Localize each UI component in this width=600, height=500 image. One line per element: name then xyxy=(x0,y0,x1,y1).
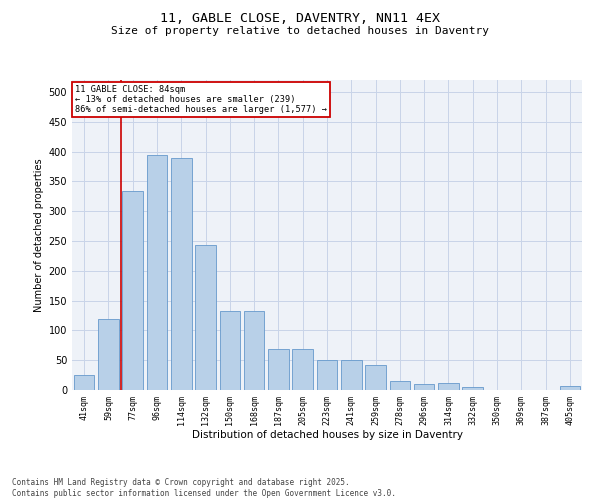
Y-axis label: Number of detached properties: Number of detached properties xyxy=(34,158,44,312)
Bar xyxy=(74,374,94,390)
X-axis label: Distribution of detached houses by size in Daventry: Distribution of detached houses by size … xyxy=(191,430,463,440)
Text: Size of property relative to detached houses in Daventry: Size of property relative to detached ho… xyxy=(111,26,489,36)
Text: 11 GABLE CLOSE: 84sqm
← 13% of detached houses are smaller (239)
86% of semi-det: 11 GABLE CLOSE: 84sqm ← 13% of detached … xyxy=(74,84,326,114)
Bar xyxy=(560,386,580,390)
Bar xyxy=(438,384,459,390)
Bar xyxy=(122,192,143,390)
Text: 11, GABLE CLOSE, DAVENTRY, NN11 4EX: 11, GABLE CLOSE, DAVENTRY, NN11 4EX xyxy=(160,12,440,26)
Bar xyxy=(389,381,410,390)
Bar xyxy=(414,384,434,390)
Bar xyxy=(292,350,313,390)
Bar xyxy=(195,244,216,390)
Bar xyxy=(171,158,191,390)
Bar xyxy=(244,310,265,390)
Bar xyxy=(98,319,119,390)
Bar xyxy=(317,360,337,390)
Bar xyxy=(365,365,386,390)
Text: Contains HM Land Registry data © Crown copyright and database right 2025.
Contai: Contains HM Land Registry data © Crown c… xyxy=(12,478,396,498)
Bar xyxy=(220,310,240,390)
Bar xyxy=(341,360,362,390)
Bar xyxy=(146,154,167,390)
Bar xyxy=(463,387,483,390)
Bar xyxy=(268,349,289,390)
